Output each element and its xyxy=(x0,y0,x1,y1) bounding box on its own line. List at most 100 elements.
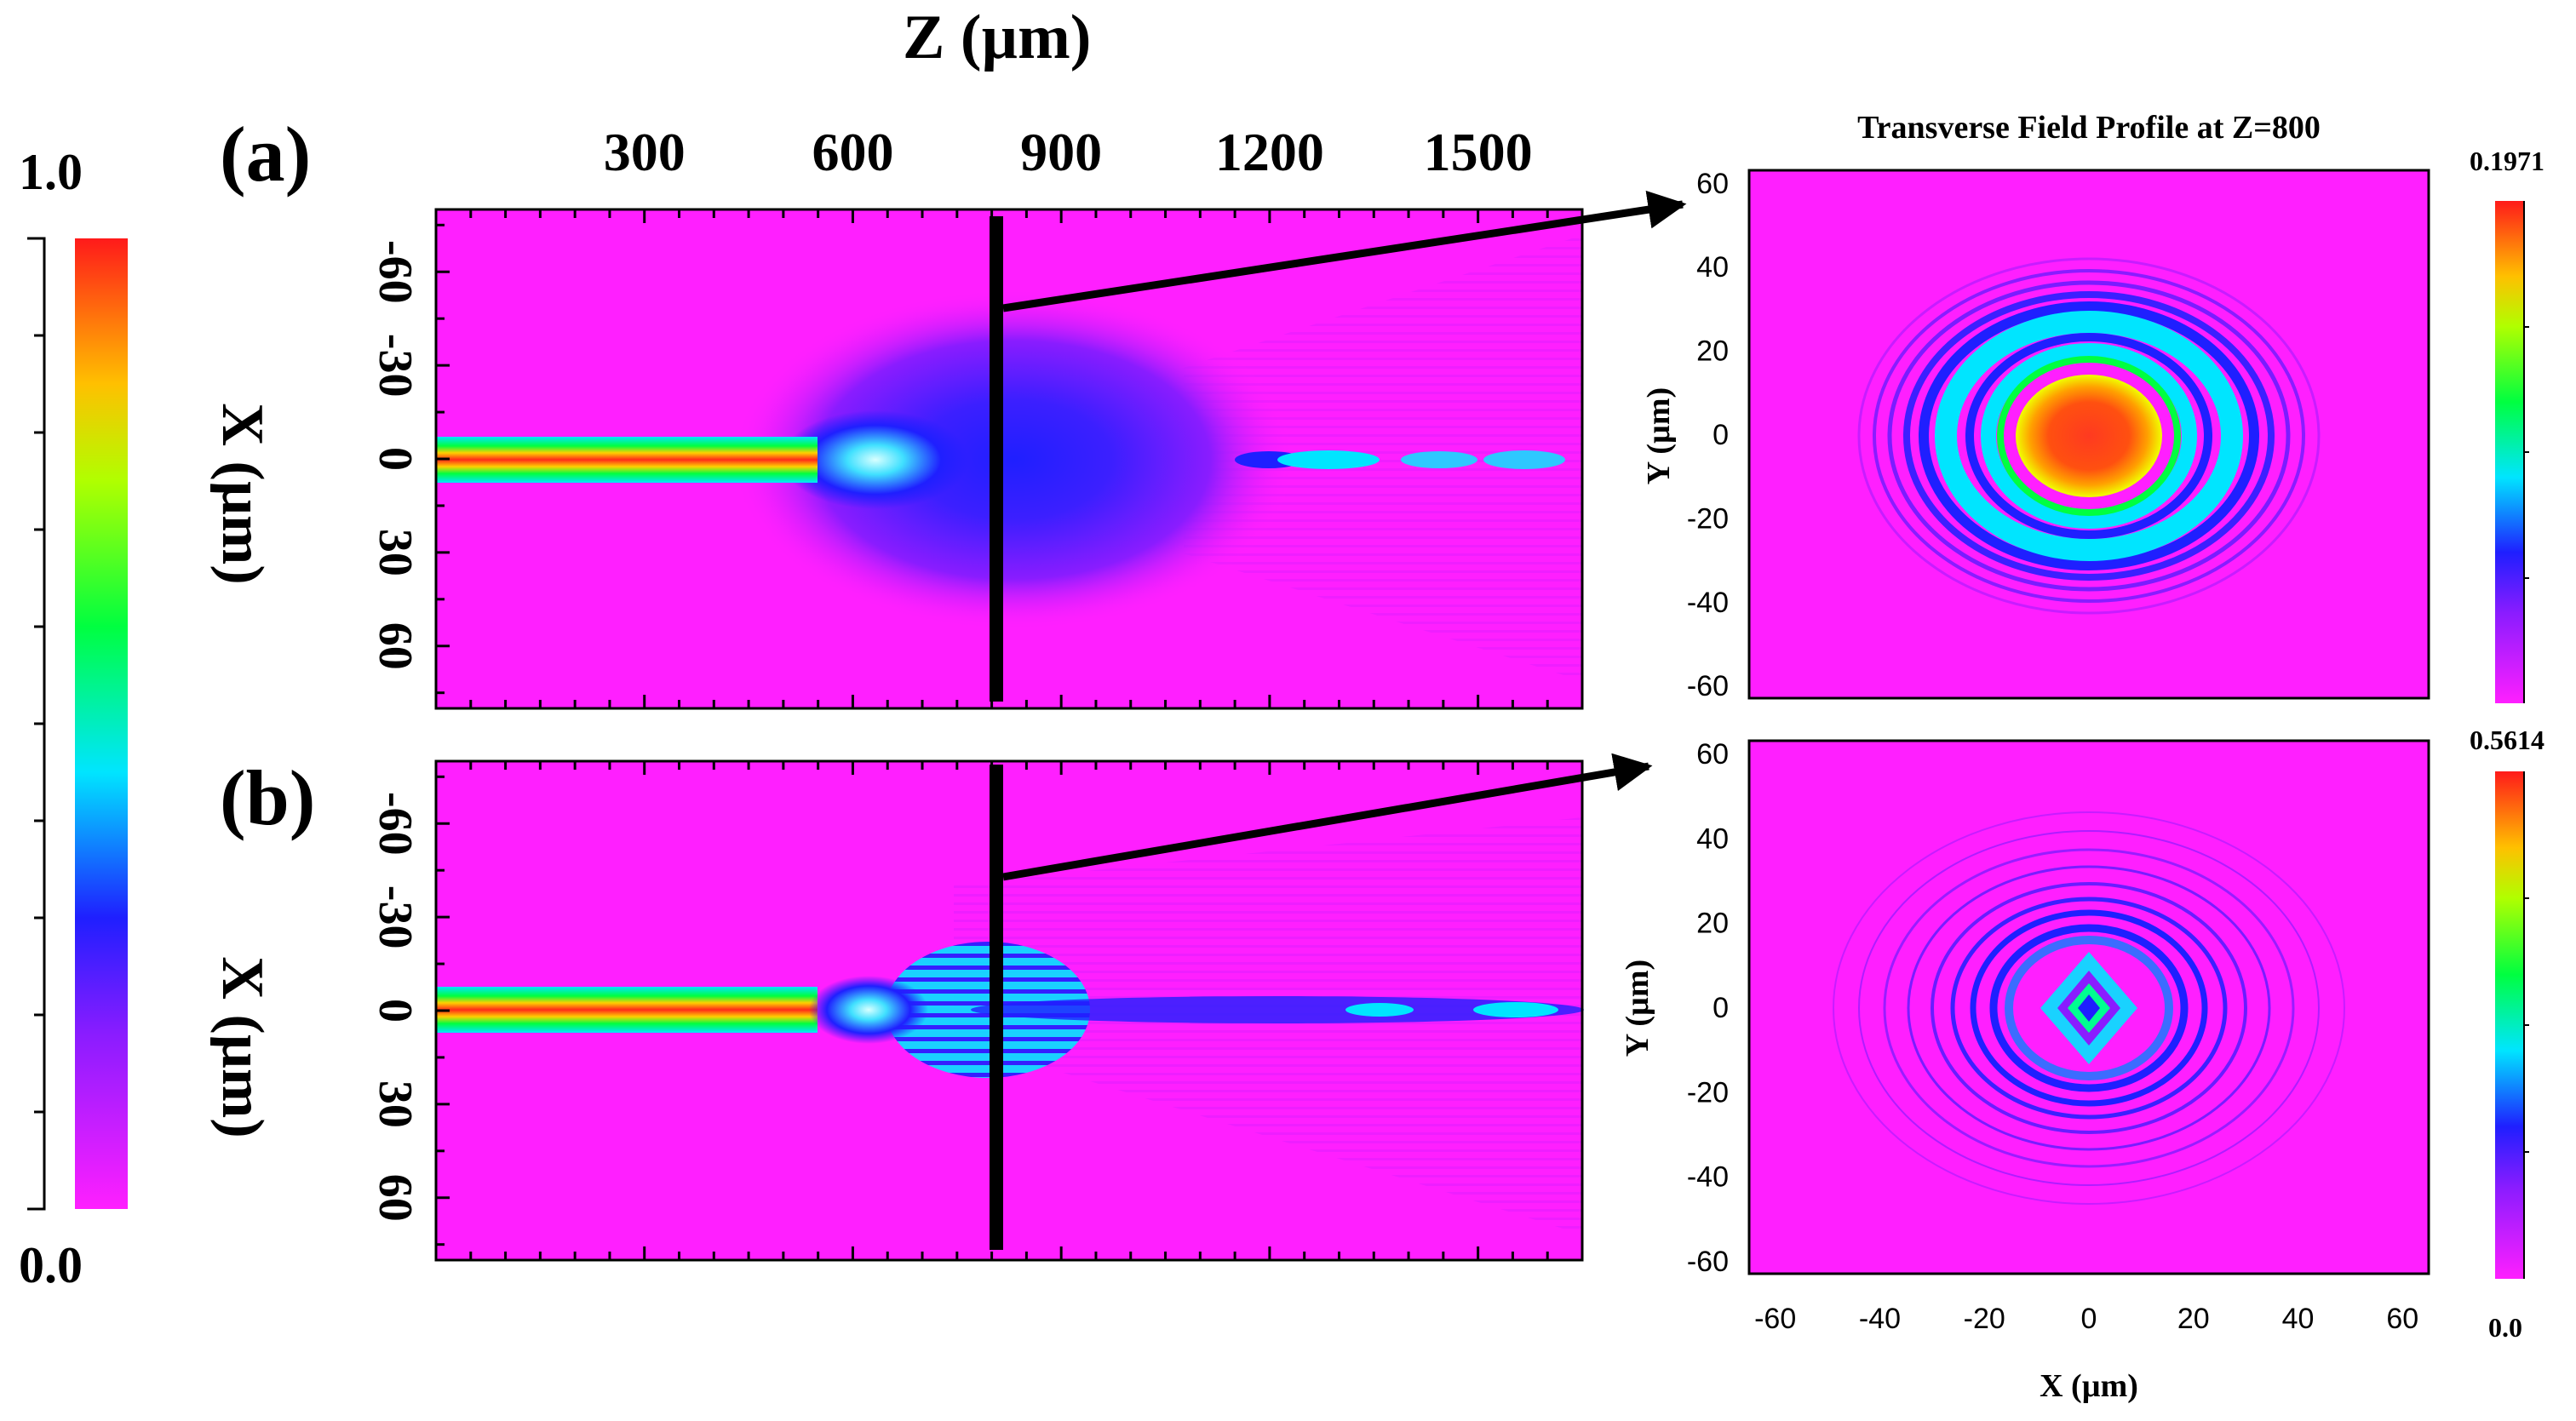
y-tick-label: -60 xyxy=(1687,1246,1729,1278)
arrow-b xyxy=(1002,753,1653,881)
panel-b-waist xyxy=(809,976,928,1044)
transverse-a-colorbar-gradient xyxy=(2495,201,2524,703)
field-ring xyxy=(1887,280,2291,592)
y-tick-label: 0 xyxy=(1713,419,1729,451)
transverse-a-frame xyxy=(1747,169,2430,700)
transverse-b-x-axis-title: X (µm) xyxy=(2040,1368,2138,1404)
field-ring xyxy=(1970,909,2208,1107)
panel-a-waveguide-beam xyxy=(436,437,818,483)
panel-a-z-marker xyxy=(990,216,1003,702)
y-tick-label: 60 xyxy=(1696,738,1729,771)
colorbar-gradient xyxy=(75,238,128,1209)
panel-a-label: (a) xyxy=(220,111,311,198)
right-panel-title: Transverse Field Profile at Z=800 xyxy=(1857,110,2321,146)
field-ring xyxy=(1919,301,2259,570)
colorbar-ticks xyxy=(34,334,44,1114)
transverse-b-y-tick-labels: 60 40 20 0 -20 -40 -60 xyxy=(1687,738,1729,1278)
y-tick-label: -20 xyxy=(1687,1076,1729,1109)
y-tick-label: -60 xyxy=(1687,670,1729,702)
transverse-a-colorbar-max: 0.1971 xyxy=(2470,146,2544,176)
x-tick-label: -30 xyxy=(369,334,422,398)
field-ring xyxy=(2005,936,2173,1080)
transverse-b-colorbar: 0.5614 0.0 xyxy=(2470,725,2544,1343)
x-tick-label: -20 xyxy=(1964,1303,2005,1335)
z-tick-label: 300 xyxy=(604,122,686,182)
x-tick-label: 40 xyxy=(2282,1303,2315,1335)
field-ring xyxy=(1989,924,2189,1092)
z-axis-title: Z (µm) xyxy=(903,3,1091,72)
x-tick-label: 20 xyxy=(2177,1303,2210,1335)
transverse-a-y-tick-labels: 60 40 20 0 -20 -40 -60 xyxy=(1687,168,1729,702)
field-ring xyxy=(1935,311,2243,561)
panel-b-hotspots xyxy=(1345,1002,1558,1017)
x-tick-label: -40 xyxy=(1859,1303,1901,1335)
transverse-b-rings xyxy=(1833,811,2345,1205)
transverse-b-plot xyxy=(1747,739,2430,1275)
transverse-a-colorbar: 0.1971 xyxy=(2470,146,2544,703)
field-ring xyxy=(1965,333,2212,539)
x-tick-label: 30 xyxy=(369,529,422,576)
x-tick-label: 60 xyxy=(2386,1303,2418,1335)
panel-b-z-marker xyxy=(990,765,1003,1250)
x-tick-label: -30 xyxy=(369,885,422,949)
y-tick-label: -20 xyxy=(1687,502,1729,535)
transverse-a-core xyxy=(2016,375,2162,497)
field-ring xyxy=(1857,257,2321,615)
y-tick-label: 20 xyxy=(1696,908,1729,940)
panel-a-waist xyxy=(782,410,969,509)
y-tick-label: 20 xyxy=(1696,335,1729,368)
panel-a-x-axis-title: X (µm) xyxy=(209,403,275,584)
transverse-b-colorbar-gradient xyxy=(2495,771,2524,1279)
field-ring xyxy=(1858,830,2320,1186)
panel-b-interference-region xyxy=(954,817,1582,1235)
arrow-a xyxy=(1002,190,1687,312)
y-tick-label: 60 xyxy=(1696,168,1729,200)
panel-b-plot xyxy=(434,759,1584,1262)
panel-b-label: (b) xyxy=(220,754,315,841)
y-tick-label: 40 xyxy=(1696,822,1729,855)
y-tick-label: 0 xyxy=(1713,992,1729,1024)
panel-b-x-axis-title: X (µm) xyxy=(209,956,275,1137)
transverse-a-plot xyxy=(1747,169,2430,700)
field-ring xyxy=(1931,882,2247,1134)
x-tick-label: -60 xyxy=(1754,1303,1796,1335)
colorbar-max-label: 1.0 xyxy=(19,144,83,200)
z-tick-label: 900 xyxy=(1020,122,1102,182)
x-tick-label: 60 xyxy=(369,622,422,670)
y-tick-label: -40 xyxy=(1687,587,1729,619)
panel-b-waveguide-beam xyxy=(436,987,818,1033)
z-tick-label: 1200 xyxy=(1215,122,1324,182)
panel-a-hotspots xyxy=(1235,450,1565,469)
transverse-b-core xyxy=(2040,952,2137,1064)
x-tick-label: 60 xyxy=(369,1174,422,1222)
x-tick-label: 30 xyxy=(369,1080,422,1128)
field-ring xyxy=(1907,865,2271,1151)
transverse-b-colorbar-max: 0.5614 xyxy=(2470,725,2544,755)
field-ring xyxy=(1833,811,2345,1205)
transverse-b-y-axis-title: Y (µm) xyxy=(1620,960,1655,1057)
field-ring xyxy=(1903,291,2275,581)
x-tick-label: -60 xyxy=(369,792,422,856)
panel-a-plot xyxy=(434,208,1584,710)
field-ring xyxy=(1883,848,2295,1168)
field-ring xyxy=(1997,356,2181,516)
transverse-a-y-axis-title: Y (µm) xyxy=(1641,387,1677,484)
field-ring xyxy=(1950,897,2228,1120)
z-tick-label: 600 xyxy=(812,122,893,182)
panel-a-interference-region xyxy=(1184,235,1582,681)
panel-b-y-tick-labels: -60 -30 0 30 60 xyxy=(369,792,422,1222)
colorbar-min-label: 0.0 xyxy=(19,1237,83,1293)
transverse-a-rings xyxy=(1857,257,2321,615)
z-tick-labels: 300 600 900 1200 1500 xyxy=(604,122,1533,182)
transverse-b-x-tick-labels: -60 -40 -20 0 20 40 60 xyxy=(1754,1303,2418,1335)
panel-a-y-tick-labels: -60 -30 0 30 60 xyxy=(369,240,422,670)
x-tick-label: 0 xyxy=(369,999,422,1023)
field-ring xyxy=(1873,269,2305,603)
panel-a-diverging-field xyxy=(732,289,1294,630)
x-tick-label: -60 xyxy=(369,240,422,304)
transverse-b-colorbar-min: 0.0 xyxy=(2488,1312,2522,1343)
left-colorbar: 1.0 0.0 xyxy=(19,144,128,1293)
transverse-b-frame xyxy=(1747,739,2430,1275)
field-ring xyxy=(1981,343,2197,529)
